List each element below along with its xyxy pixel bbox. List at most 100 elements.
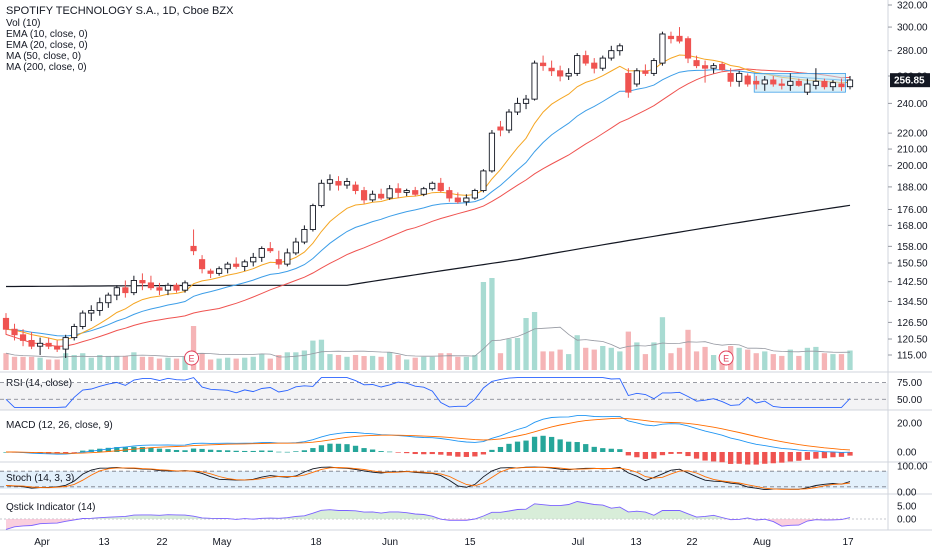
last-price-label: 256.85	[894, 76, 925, 87]
candle-body	[45, 342, 52, 347]
volume-bar	[148, 356, 154, 370]
macd-histogram-bar	[506, 443, 512, 452]
macd-histogram-bar	[668, 452, 674, 454]
volume-bar	[804, 347, 811, 370]
candle-body	[403, 190, 410, 193]
candle-body	[454, 197, 461, 203]
price-tick-label: 134.50	[897, 297, 928, 308]
volume-bar	[514, 338, 521, 370]
macd-signal-line	[6, 417, 851, 454]
candle-body	[846, 79, 854, 88]
macd-histogram-bar	[335, 443, 342, 452]
volume-bar	[779, 355, 785, 370]
candle-body	[88, 309, 95, 314]
candle-body	[582, 55, 589, 64]
candle-body	[369, 193, 376, 201]
volume-bar	[310, 340, 316, 370]
volume-bar	[216, 358, 222, 370]
last-price-badge	[890, 73, 930, 88]
macd-histogram-bar	[182, 450, 188, 452]
qstick-negative-fill	[6, 519, 850, 530]
volume-bar	[293, 352, 299, 370]
volume-bar	[45, 359, 52, 370]
macd-histogram-bar	[412, 452, 418, 455]
volume-bar	[11, 356, 18, 370]
candle-body	[497, 126, 504, 131]
macd-histogram-bar	[327, 443, 333, 452]
price-tick-label: 320.00	[897, 1, 928, 12]
macd-histogram-bar	[557, 439, 563, 452]
volume-bar	[318, 339, 325, 370]
candle-body	[198, 259, 206, 270]
macd-histogram-bar	[523, 440, 529, 452]
candle-body	[343, 181, 351, 186]
earnings-marker-label: E	[189, 354, 195, 364]
candle-body	[19, 334, 27, 341]
candle-body	[37, 342, 44, 347]
macd-histogram-bar	[242, 450, 248, 452]
candle-body	[130, 280, 137, 294]
macd-histogram-bar	[617, 449, 623, 452]
volume-bar	[463, 356, 470, 370]
ma50-line	[5, 68, 851, 347]
rsi-band	[0, 383, 888, 410]
volume-bar	[625, 331, 631, 370]
volume-bar	[540, 351, 546, 370]
volume-bar	[480, 282, 487, 370]
volume-bar	[693, 351, 700, 370]
rsi-tick-label: 50.00	[897, 395, 922, 406]
macd-histogram-bar	[225, 450, 231, 452]
macd-histogram-bar	[284, 451, 290, 453]
macd-histogram-bar	[455, 452, 461, 457]
macd-histogram-bar	[148, 447, 154, 452]
volume-bar	[847, 350, 853, 370]
candle-body	[250, 256, 257, 263]
candle-body	[505, 111, 513, 131]
ma200-line	[6, 204, 851, 288]
volume-bars	[3, 278, 853, 370]
chart-title: SPOTIFY TECHNOLOGY S.A., 1D, Cboe BZX	[6, 5, 234, 17]
volume-bar	[787, 349, 793, 370]
candle-body	[795, 80, 802, 86]
candle-body	[412, 190, 419, 195]
volume-bar	[80, 353, 86, 370]
candle-body	[292, 241, 299, 254]
macd-histogram-bar	[762, 452, 768, 464]
macd-histogram-bar	[472, 452, 478, 457]
volume-bar	[736, 347, 742, 370]
volume-bar	[63, 353, 69, 370]
candle-body	[267, 248, 274, 252]
volume-bar	[770, 354, 776, 370]
candle-body	[216, 268, 223, 274]
macd-histogram-bar	[847, 452, 853, 456]
macd-histogram-bar	[250, 450, 256, 452]
candle-body	[181, 282, 189, 291]
legend: SPOTIFY TECHNOLOGY S.A., 1D, Cboe BZX Vo…	[6, 5, 234, 73]
macd-histogram-bar	[199, 448, 205, 452]
candle-body	[233, 263, 240, 267]
volume-bar	[753, 353, 759, 370]
price-tick-label: 168.00	[897, 221, 928, 232]
time-tick-label: Jun	[382, 537, 398, 548]
candle-body	[352, 184, 359, 192]
macd-histogram-bar	[165, 449, 171, 452]
candle-body	[539, 62, 547, 67]
price-tick-label: 240.00	[897, 99, 928, 110]
macd-histogram-bar	[378, 451, 384, 452]
time-tick-label: 22	[156, 537, 168, 548]
price-tick-label: 120.50	[897, 335, 928, 346]
macd-histogram-bar	[625, 452, 631, 456]
candle-body	[28, 339, 35, 347]
candle-body	[565, 72, 572, 77]
macd-histogram-bar	[685, 452, 691, 457]
volume-bar	[352, 355, 359, 370]
macd-histogram-bar	[369, 449, 376, 452]
macd-histogram-bar	[583, 444, 589, 452]
qstick-tick-label: 5.00	[897, 502, 917, 513]
qstick-line	[5, 501, 851, 530]
macd-histogram-bar	[489, 449, 495, 452]
volume-bar	[259, 354, 265, 370]
qstick-pane-label: Qstick Indicator (14)	[6, 502, 95, 513]
candle-body	[378, 193, 385, 199]
